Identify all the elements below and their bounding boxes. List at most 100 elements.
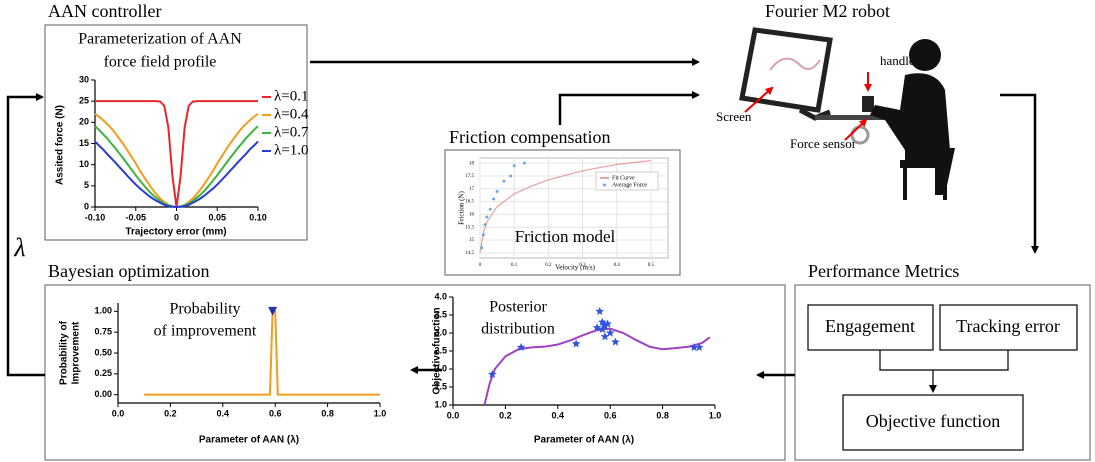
x-tick-label: 0.6	[604, 410, 617, 420]
legend-label: λ=0.1	[274, 88, 308, 104]
legend-label: λ=1.0	[274, 142, 308, 158]
line	[479, 159, 651, 253]
marker	[605, 328, 615, 337]
marker	[492, 197, 496, 201]
legend-swatch	[603, 183, 606, 187]
y-tick-label: 4.0	[434, 291, 447, 301]
arrow	[558, 91, 700, 125]
red-arrow	[844, 118, 868, 141]
legend-label: Average Force	[612, 182, 647, 188]
y-tick-label: 3.0	[434, 327, 447, 337]
x-tick-label: 0.8	[321, 408, 334, 418]
red-arrow	[744, 86, 774, 113]
y-tick-label: 0.50	[94, 347, 112, 357]
x-axis-label: Velocity (m/s)	[555, 264, 596, 272]
y-tick-label: 1.00	[94, 306, 112, 316]
tracking-error: Tracking error	[956, 316, 1060, 336]
x-tick-label: 0.1	[511, 263, 518, 268]
marker	[598, 324, 607, 334]
marker	[512, 164, 516, 168]
connector	[879, 350, 1009, 391]
section-title: Performance Metrics	[808, 261, 959, 281]
y-tick-label: 0.00	[94, 389, 112, 399]
y-axis-label: Improvement	[71, 321, 82, 384]
marker	[481, 233, 485, 237]
marker	[603, 319, 612, 328]
x-axis-label: Parameter of AAN (λ)	[199, 435, 299, 446]
y-tick-label: 17	[469, 187, 475, 192]
y-tick-label: 20	[79, 117, 89, 127]
annotation: Friction model	[515, 227, 616, 246]
y-axis-label: Objective function	[432, 307, 443, 394]
x-tick-label: 0.8	[656, 410, 669, 420]
engagement: Engagement	[825, 316, 915, 336]
bayes-box	[44, 284, 786, 461]
marker	[516, 342, 526, 352]
x-tick-label: 0.3	[579, 263, 586, 268]
marker	[495, 189, 499, 193]
line	[483, 327, 711, 406]
marker	[595, 306, 604, 316]
annotation: Posterior	[489, 299, 547, 316]
marker	[695, 342, 704, 352]
marker	[522, 161, 526, 165]
y-tick-label: 25	[79, 96, 89, 106]
y-tick-label: 0	[84, 201, 89, 211]
x-tick-label: 0.05	[208, 212, 226, 222]
chart-title: Parameterization of AAN	[78, 31, 242, 48]
marker	[268, 306, 278, 316]
lambda-label: λ	[13, 233, 25, 262]
robot-illustration	[739, 27, 955, 200]
y-tick-label: 17.5	[465, 174, 474, 179]
x-axis-label: Parameter of AAN (λ)	[534, 435, 634, 446]
marker	[571, 339, 581, 348]
y-tick-label: 3.5	[434, 309, 447, 319]
marker	[600, 321, 610, 330]
marker	[592, 323, 602, 332]
engagement-box	[807, 304, 934, 351]
annotation: distribution	[481, 321, 555, 338]
objective-box	[842, 394, 1024, 451]
arrow	[1000, 93, 1039, 254]
x-tick-label: 1.0	[374, 408, 387, 418]
y-tick-label: 15	[469, 238, 475, 243]
y-tick-label: 2.5	[434, 345, 447, 355]
marker	[488, 207, 492, 211]
x-tick-label: 0	[174, 212, 179, 222]
y-tick-label: 16	[469, 213, 475, 218]
x-tick-label: 0.2	[499, 410, 512, 420]
marker	[488, 369, 497, 379]
chart: 0 5 10 15 20 25 30 -0.10 -0.05 0 0.05 0.10 λ=0.1 λ=0.…	[55, 31, 309, 238]
marker	[600, 332, 610, 341]
y-tick-label: 16.5	[465, 200, 474, 205]
marker	[509, 174, 513, 178]
y-tick-label: 0.75	[94, 327, 112, 337]
y-axis-label: Probability of	[59, 320, 70, 385]
y-tick-label: 14.5	[465, 251, 474, 256]
section-title: Friction compensation	[449, 127, 610, 147]
chart-title: force field profile	[104, 54, 217, 71]
legend-label: λ=0.4	[274, 106, 309, 122]
x-tick-label: -0.05	[125, 212, 146, 222]
objective-function: Objective function	[866, 411, 1000, 431]
screen-label: Screen	[716, 109, 752, 124]
y-axis-label: Assited force (N)	[55, 105, 66, 185]
line	[94, 140, 259, 209]
x-tick-label: 0.6	[269, 408, 282, 418]
marker	[611, 337, 620, 346]
y-axis-label: Friction (N)	[458, 191, 466, 225]
x-tick-label: -0.10	[85, 212, 106, 222]
y-tick-label: 18	[469, 161, 475, 166]
chart: 14.5 15 15.5 16 16.5 17 17.5 18 0 0.1 0.2 0.3 0.4 0.5…	[458, 157, 669, 272]
marker	[480, 246, 484, 250]
y-tick-label: 15	[79, 138, 89, 148]
y-tick-label: 1.5	[434, 381, 447, 391]
marker	[485, 215, 489, 219]
x-tick-label: 0.2	[164, 408, 177, 418]
y-tick-label: 2.0	[434, 363, 447, 373]
annotation: of improvement	[154, 323, 257, 340]
marker	[689, 342, 699, 352]
x-axis-label: Trajectory error (mm)	[125, 227, 226, 238]
section-title: Bayesian optimization	[48, 261, 209, 281]
section-title: AAN controller	[48, 1, 161, 21]
